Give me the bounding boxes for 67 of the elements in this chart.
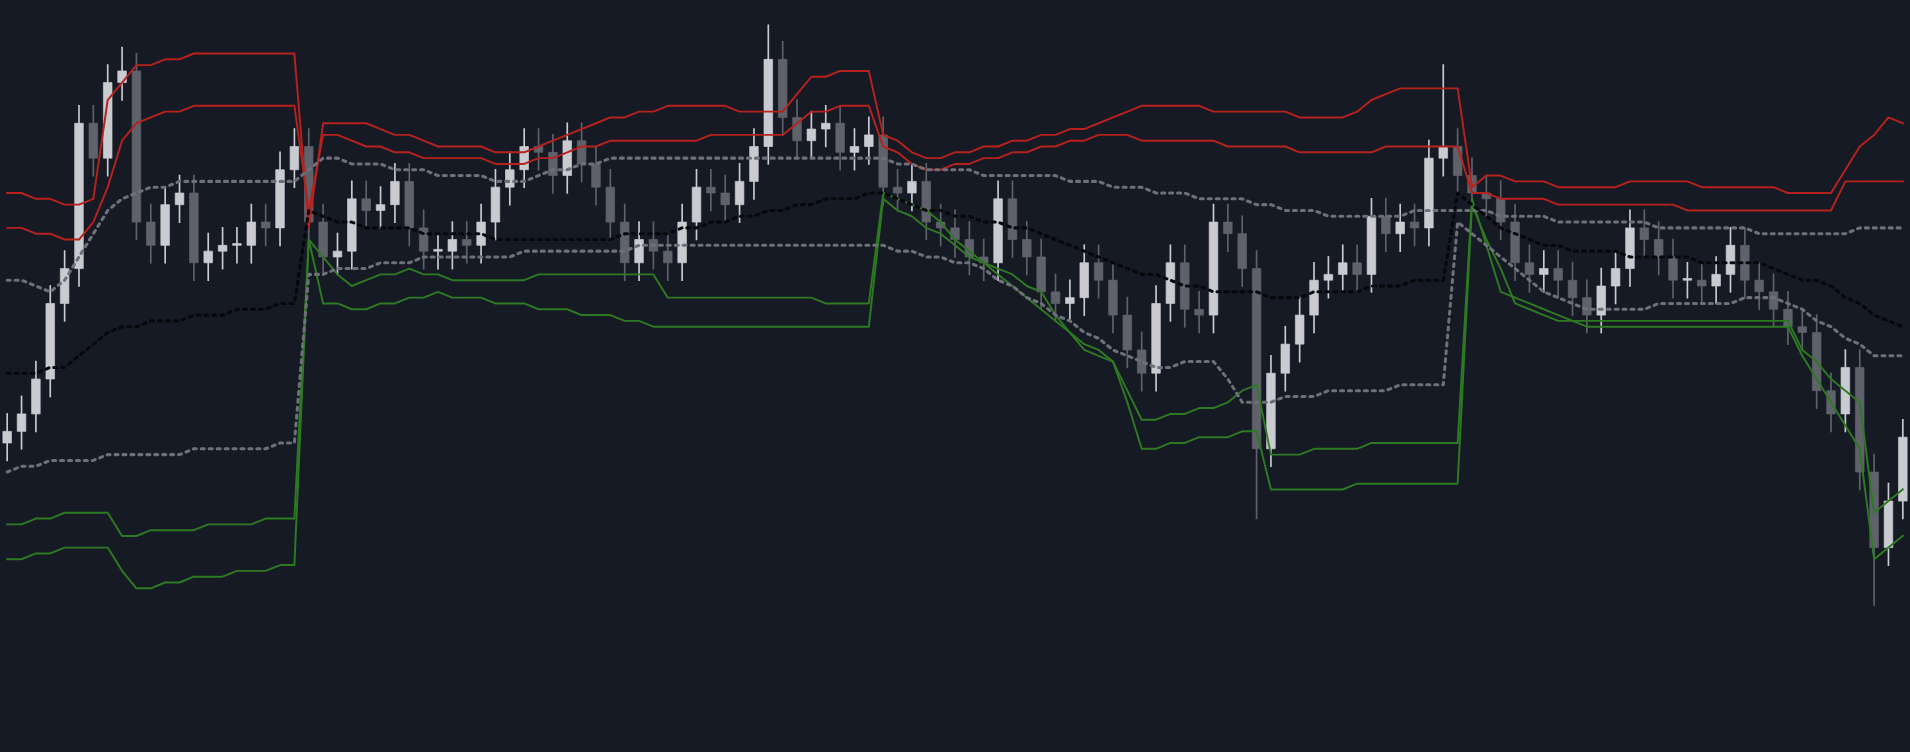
candlestick [1223,203,1233,252]
candlestick [1352,244,1362,293]
candlestick [217,227,228,270]
candlestick [720,174,730,223]
candlestick [1022,221,1032,276]
candlestick [1496,180,1506,241]
candlestick [332,232,343,276]
candlestick [117,46,127,101]
candlestick [462,221,472,264]
candlestick [1137,331,1147,392]
candlestick [864,116,874,165]
candlestick [418,209,429,270]
candlestick [1553,250,1563,299]
candlestick [849,128,860,171]
candlestick [950,209,960,258]
candlestick [1639,209,1649,258]
candlestick [1524,244,1535,293]
candlestick [361,180,371,229]
candlestick [1797,308,1807,351]
candlestick [706,168,716,212]
candlestick [1668,238,1678,299]
candlestick [16,395,27,450]
candlestick [734,163,745,223]
candlestick [1438,64,1448,177]
candlestick [505,151,515,206]
candlestick [1093,244,1104,299]
candlestick [174,174,185,223]
candlestick [1654,221,1664,276]
candlestick [1768,273,1779,328]
candlestick [146,203,156,264]
candlestick [907,163,917,212]
candlestick [1065,279,1075,322]
candlestick [1050,273,1061,322]
candlestick [289,128,300,189]
candlestick [576,122,587,183]
candlestick [634,221,644,282]
candlestick [806,110,817,159]
candlestick [1395,203,1405,252]
candlestick [433,232,443,270]
candlestick [476,203,486,264]
candlestick [203,232,213,282]
candlestick [648,221,659,270]
candlestick [591,145,601,206]
candlestick [1582,279,1592,334]
candlestick [1338,244,1348,293]
candlestick [447,221,458,270]
candlestick [1323,256,1334,299]
candlestick [663,232,673,282]
candlestick [1409,203,1420,247]
candlestick [375,186,386,229]
candlestick [2,413,12,462]
candlestick [1567,261,1578,316]
candlestick [390,163,400,223]
candlestick [1754,261,1764,311]
candlestick [1539,250,1549,293]
candlestick [1610,250,1621,305]
candlestick [892,168,903,212]
candlestick [1381,197,1391,252]
candlestick [1711,256,1721,305]
candlestick [246,203,256,264]
candlestick [1682,261,1693,299]
candlestick [1194,291,1204,334]
candlestick [1697,261,1707,305]
candlestick [261,203,271,247]
candlestick [821,104,831,148]
candlestick [232,227,242,264]
candlestick [792,99,802,159]
